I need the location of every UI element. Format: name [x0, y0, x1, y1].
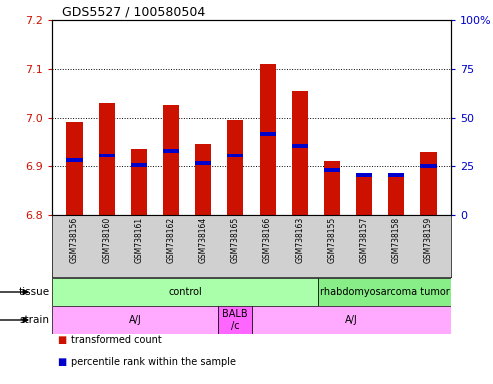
- Text: GSM738158: GSM738158: [392, 217, 401, 263]
- Text: GSM738160: GSM738160: [102, 217, 111, 263]
- Text: GSM738165: GSM738165: [231, 217, 240, 263]
- Text: GSM738164: GSM738164: [199, 217, 208, 263]
- Text: GSM738161: GSM738161: [135, 217, 143, 263]
- Bar: [67, 122, 82, 215]
- Bar: [52, 278, 318, 306]
- Text: GSM738155: GSM738155: [327, 217, 336, 263]
- Bar: [421, 164, 436, 168]
- Text: BALB
/c: BALB /c: [222, 309, 247, 331]
- Bar: [67, 159, 82, 162]
- Bar: [388, 173, 404, 177]
- Text: rhabdomyosarcoma tumor: rhabdomyosarcoma tumor: [319, 287, 450, 297]
- Bar: [52, 306, 218, 334]
- Bar: [292, 144, 308, 148]
- Text: A/J: A/J: [345, 315, 357, 325]
- Bar: [195, 161, 211, 165]
- Text: GSM738159: GSM738159: [424, 217, 433, 263]
- Bar: [259, 132, 276, 136]
- Bar: [131, 163, 147, 167]
- Bar: [324, 168, 340, 172]
- Bar: [131, 149, 147, 215]
- Bar: [227, 120, 244, 215]
- Text: strain: strain: [20, 315, 49, 325]
- Bar: [163, 105, 179, 215]
- Bar: [318, 278, 451, 306]
- Bar: [251, 306, 451, 334]
- Text: GSM738166: GSM738166: [263, 217, 272, 263]
- Text: ■: ■: [57, 335, 66, 345]
- Text: GSM738156: GSM738156: [70, 217, 79, 263]
- Bar: [195, 144, 211, 215]
- Text: GDS5527 / 100580504: GDS5527 / 100580504: [62, 5, 205, 18]
- Bar: [99, 103, 115, 215]
- Text: GSM738157: GSM738157: [359, 217, 369, 263]
- Bar: [218, 306, 251, 334]
- Text: ■: ■: [57, 357, 66, 367]
- Bar: [227, 154, 244, 157]
- Text: A/J: A/J: [129, 315, 141, 325]
- Bar: [324, 161, 340, 215]
- Bar: [388, 174, 404, 215]
- Bar: [259, 64, 276, 215]
- Text: tissue: tissue: [18, 287, 49, 297]
- Text: GSM738162: GSM738162: [167, 217, 176, 263]
- Text: transformed count: transformed count: [71, 335, 162, 345]
- Bar: [292, 91, 308, 215]
- Text: control: control: [168, 287, 202, 297]
- Text: GSM738163: GSM738163: [295, 217, 304, 263]
- Bar: [163, 149, 179, 152]
- Bar: [356, 173, 372, 177]
- Bar: [356, 174, 372, 215]
- Text: percentile rank within the sample: percentile rank within the sample: [71, 357, 237, 367]
- Bar: [99, 154, 115, 157]
- Bar: [421, 152, 436, 215]
